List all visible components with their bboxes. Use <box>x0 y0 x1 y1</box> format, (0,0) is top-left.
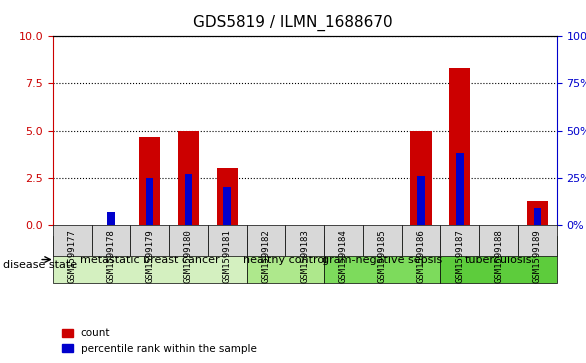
Bar <box>139 137 161 225</box>
Bar <box>527 200 548 225</box>
Bar <box>534 208 541 225</box>
FancyBboxPatch shape <box>518 225 557 256</box>
Bar <box>449 68 471 225</box>
Bar <box>107 212 115 225</box>
FancyBboxPatch shape <box>169 225 208 256</box>
FancyBboxPatch shape <box>401 225 441 256</box>
Bar <box>217 168 238 225</box>
FancyBboxPatch shape <box>441 225 479 256</box>
FancyBboxPatch shape <box>324 225 363 256</box>
FancyBboxPatch shape <box>285 225 324 256</box>
Text: GSM1599187: GSM1599187 <box>455 230 464 284</box>
Text: GSM1599180: GSM1599180 <box>184 230 193 284</box>
Bar <box>417 176 425 225</box>
Text: GSM1599184: GSM1599184 <box>339 230 348 284</box>
Text: GSM1599188: GSM1599188 <box>494 230 503 284</box>
Bar <box>410 131 432 225</box>
FancyBboxPatch shape <box>53 225 91 256</box>
Bar <box>178 131 199 225</box>
FancyBboxPatch shape <box>208 225 247 256</box>
Text: GSM1599179: GSM1599179 <box>145 230 154 284</box>
Text: GDS5819 / ILMN_1688670: GDS5819 / ILMN_1688670 <box>193 15 393 31</box>
Text: tuberculosis: tuberculosis <box>465 254 532 265</box>
Text: GSM1599181: GSM1599181 <box>223 230 231 284</box>
Bar <box>146 178 154 225</box>
Text: GSM1599189: GSM1599189 <box>533 230 542 284</box>
Text: metastatic breast cancer: metastatic breast cancer <box>80 254 220 265</box>
FancyBboxPatch shape <box>479 225 518 256</box>
Bar <box>223 187 231 225</box>
FancyBboxPatch shape <box>247 225 285 256</box>
FancyBboxPatch shape <box>363 225 401 256</box>
Text: gram-negative sepsis: gram-negative sepsis <box>322 254 442 265</box>
FancyBboxPatch shape <box>53 236 247 283</box>
Legend: count, percentile rank within the sample: count, percentile rank within the sample <box>58 324 261 358</box>
FancyBboxPatch shape <box>91 225 130 256</box>
Text: healthy control: healthy control <box>243 254 328 265</box>
FancyBboxPatch shape <box>247 236 324 283</box>
Text: GSM1599177: GSM1599177 <box>67 230 77 284</box>
FancyBboxPatch shape <box>441 236 557 283</box>
Text: GSM1599185: GSM1599185 <box>378 230 387 284</box>
Text: GSM1599186: GSM1599186 <box>417 230 425 284</box>
FancyBboxPatch shape <box>324 236 441 283</box>
Text: disease state: disease state <box>3 260 77 270</box>
Bar <box>456 153 464 225</box>
Bar <box>185 174 192 225</box>
FancyBboxPatch shape <box>130 225 169 256</box>
Text: GSM1599182: GSM1599182 <box>261 230 271 284</box>
Text: GSM1599178: GSM1599178 <box>107 230 115 284</box>
Text: GSM1599183: GSM1599183 <box>300 230 309 284</box>
